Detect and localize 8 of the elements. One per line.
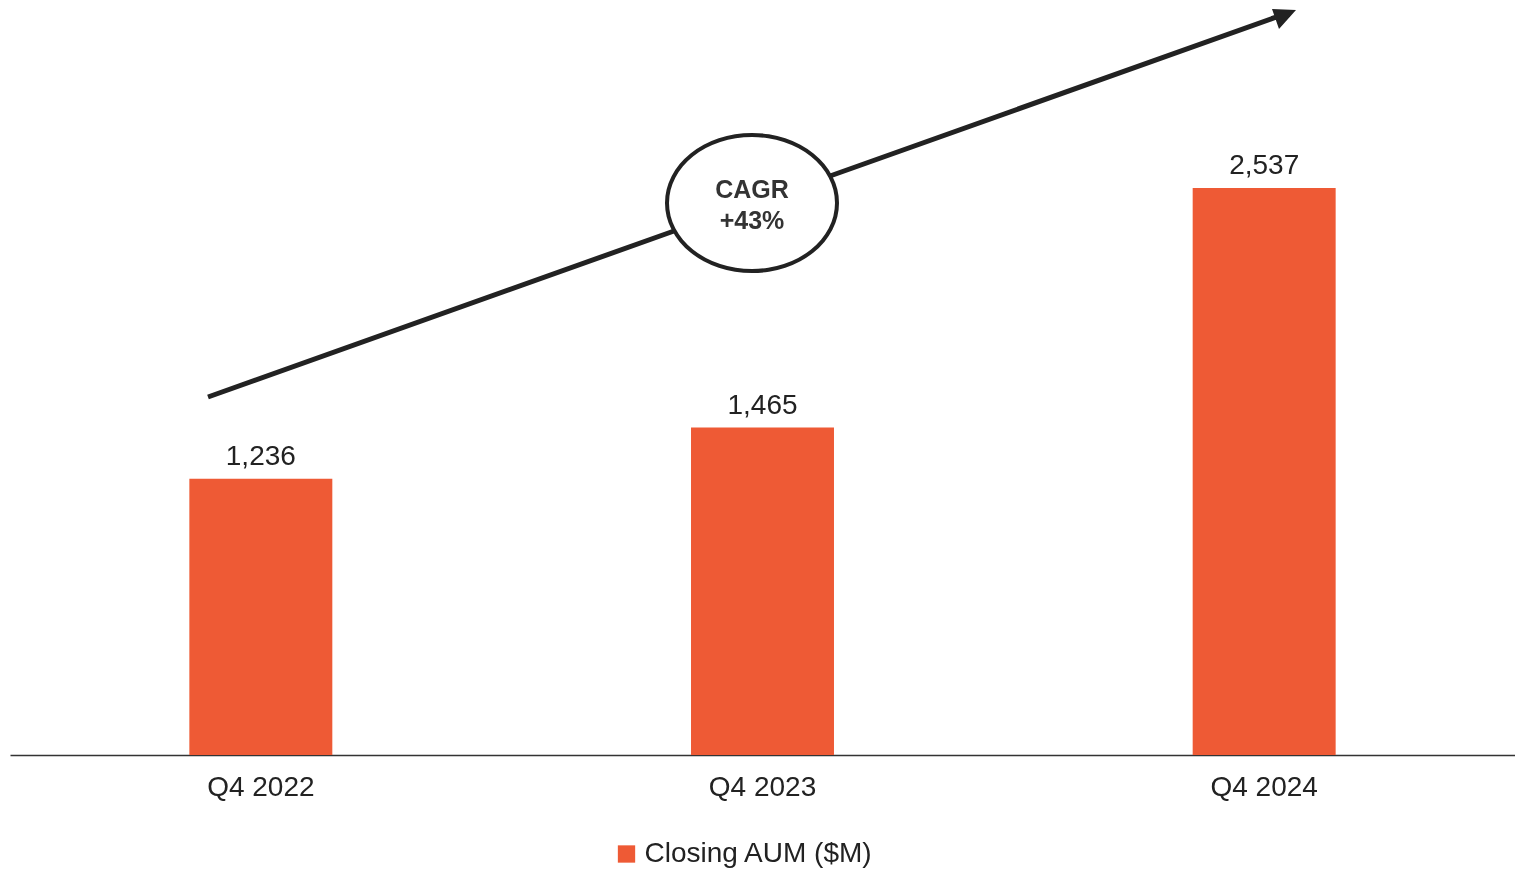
data-label: 2,537 <box>1229 149 1300 180</box>
x-tick-label: Q4 2022 <box>207 770 315 802</box>
x-tick-label: Q4 2023 <box>708 770 817 802</box>
annotation: CAGR +43% <box>715 175 789 234</box>
legend-label: Closing AUM ($M) <box>644 837 872 868</box>
data-label: 1,236 <box>225 439 296 471</box>
data-label: 1,465 <box>727 388 798 420</box>
x-tick-label: Q4 2024 <box>1210 770 1318 802</box>
